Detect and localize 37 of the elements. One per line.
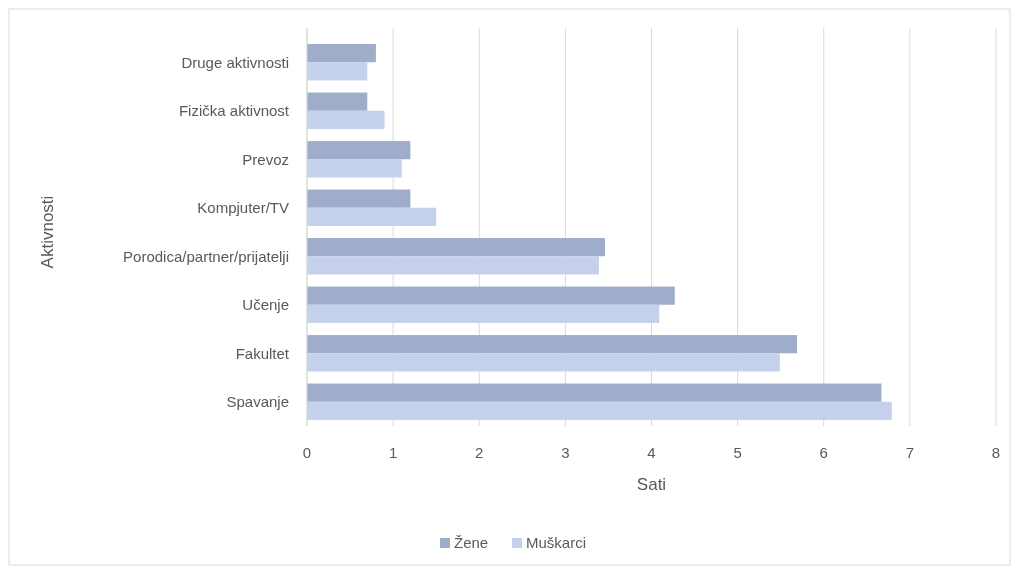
bar	[307, 304, 660, 323]
bar	[307, 353, 780, 372]
legend-label: Muškarci	[526, 534, 587, 551]
bar	[307, 110, 385, 129]
bar	[307, 335, 798, 354]
x-axis-title: Sati	[636, 475, 667, 494]
x-tick-label: 1	[388, 444, 398, 461]
bar	[307, 238, 605, 257]
y-tick-label: Druge aktivnosti	[181, 53, 289, 71]
bar	[307, 189, 411, 208]
bar	[307, 286, 675, 305]
bar	[307, 159, 402, 178]
y-tick-label: Prevoz	[242, 150, 289, 168]
x-tick-label: 3	[561, 444, 570, 461]
y-tick-label: Spavanje	[226, 393, 289, 410]
y-tick-label: Kompjuter/TV	[197, 199, 289, 216]
x-tick-label: 5	[733, 444, 742, 461]
y-tick-label: Fizička aktivnost	[178, 102, 290, 119]
x-tick-label: 8	[991, 444, 1001, 461]
bar	[307, 383, 882, 402]
bar	[307, 207, 437, 226]
y-tick-label: Fakultet	[235, 344, 290, 362]
x-tick-label: 0	[302, 444, 312, 461]
bar	[307, 44, 376, 63]
bar	[307, 141, 411, 160]
x-tick-label: 6	[819, 444, 828, 461]
bar	[307, 401, 892, 420]
x-tick-label: 2	[475, 444, 484, 461]
y-tick-label: Učenje	[242, 296, 289, 313]
x-tick-label: 4	[647, 444, 656, 461]
y-axis-title: Aktivnosti	[38, 195, 57, 269]
bar	[307, 92, 368, 111]
legend-label: Žene	[454, 534, 489, 551]
x-tick-label: 7	[905, 444, 915, 461]
bar	[307, 62, 368, 81]
y-tick-label: Porodica/partner/prijatelji	[123, 247, 289, 265]
bar	[307, 256, 599, 275]
